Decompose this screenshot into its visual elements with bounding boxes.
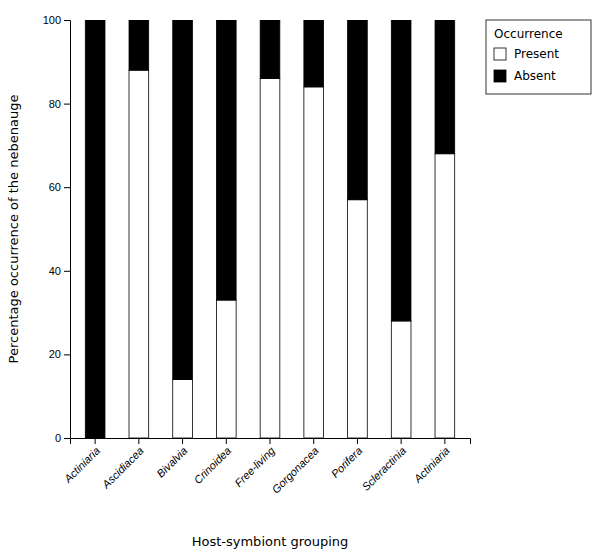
bar-segment	[85, 20, 105, 438]
x-tick: Ascidiacea	[99, 438, 146, 491]
bar-segment	[348, 200, 368, 438]
x-tick: Crinoidea	[191, 438, 233, 486]
legend-label: Present	[514, 47, 559, 61]
x-axis-title: Host-symbiont grouping	[192, 534, 349, 549]
x-tick: Gorgonacea	[269, 438, 320, 496]
x-tick-label: Bivalvia	[154, 444, 189, 479]
x-tick: Actiniaria	[61, 438, 102, 485]
y-tick-label: 100	[43, 14, 61, 26]
x-tick-mark	[95, 438, 96, 444]
y-axis: 0 20 40 60 80 100	[43, 14, 71, 444]
x-tick-mark	[444, 438, 445, 444]
y-tick-mark	[64, 438, 70, 439]
legend-title: Occurrence	[494, 27, 563, 41]
legend-label: Absent	[514, 69, 556, 83]
y-tick-mark	[64, 20, 70, 21]
plot-area: ActiniariaAscidiaceaBivalviaCrinoideaFre…	[43, 14, 471, 496]
x-tick-label: Porifera	[329, 444, 365, 480]
y-tick-mark	[64, 104, 70, 105]
bar-segment	[129, 20, 149, 70]
x-tick-label: Actiniaria	[411, 444, 452, 485]
x-tick: Free-living	[232, 438, 277, 489]
bar-segment	[391, 20, 411, 321]
x-tick-mark	[401, 438, 402, 444]
x-tick-mark	[138, 438, 139, 444]
y-tick: 0	[55, 432, 70, 444]
y-tick: 100	[43, 14, 70, 26]
bar-segment	[435, 154, 455, 438]
y-tick: 80	[49, 98, 70, 110]
x-tick-mark	[357, 438, 358, 444]
legend: Occurrence Present Absent	[486, 20, 591, 94]
bar-segment	[435, 20, 455, 154]
x-tick-label: Gorgonacea	[269, 444, 320, 495]
x-tick-label: Ascidiacea	[99, 444, 146, 491]
bar-segment	[216, 300, 236, 438]
x-tick: Scleractinia	[359, 438, 408, 493]
y-tick-label: 80	[49, 98, 61, 110]
legend-item: Present	[494, 47, 559, 61]
y-tick-label: 0	[55, 432, 61, 444]
bar-segment	[260, 20, 280, 79]
x-tick-mark	[182, 438, 183, 444]
y-tick-label: 40	[49, 265, 61, 277]
x-tick-mark	[226, 438, 227, 444]
bar-segment	[173, 379, 193, 438]
x-tick-label: Free-living	[232, 444, 277, 489]
x-tick-label: Scleractinia	[359, 444, 408, 493]
y-tick-label: 20	[49, 348, 61, 360]
bar-segment	[348, 20, 368, 200]
x-tick-mark	[270, 438, 271, 444]
bar-segment	[216, 20, 236, 300]
series-1	[85, 20, 454, 438]
y-tick-label: 60	[49, 181, 61, 193]
bar-segment	[129, 70, 149, 438]
bar-segment	[304, 20, 324, 87]
y-tick-mark	[64, 354, 70, 355]
bar-segment	[260, 79, 280, 438]
y-tick: 40	[49, 265, 70, 277]
x-tick: Bivalvia	[154, 438, 189, 480]
x-axis: ActiniariaAscidiaceaBivalviaCrinoideaFre…	[61, 438, 471, 496]
legend-item: Absent	[494, 69, 556, 83]
bars	[85, 20, 454, 438]
chart-container: ActiniariaAscidiaceaBivalviaCrinoideaFre…	[0, 0, 600, 558]
y-tick: 60	[49, 181, 70, 193]
y-tick: 20	[49, 348, 70, 360]
legend-swatch	[494, 70, 506, 82]
legend-frame	[486, 20, 591, 94]
x-tick-mark	[313, 438, 314, 444]
x-tick: Porifera	[329, 438, 365, 480]
y-tick-mark	[64, 271, 70, 272]
y-axis-title: Percentage occurrence of the nebenauge	[6, 95, 21, 364]
y-tick-mark	[64, 187, 70, 188]
x-tick: Actiniaria	[411, 438, 452, 485]
x-axis-line	[71, 439, 471, 445]
x-tick-label: Crinoidea	[191, 444, 233, 486]
bar-segment	[391, 321, 411, 438]
chart-svg: ActiniariaAscidiaceaBivalviaCrinoideaFre…	[0, 0, 600, 558]
legend-swatch	[494, 48, 506, 60]
bar-segment	[304, 87, 324, 438]
y-axis-line	[64, 21, 71, 439]
x-tick-label: Actiniaria	[61, 444, 102, 485]
bar-segment	[173, 20, 193, 379]
